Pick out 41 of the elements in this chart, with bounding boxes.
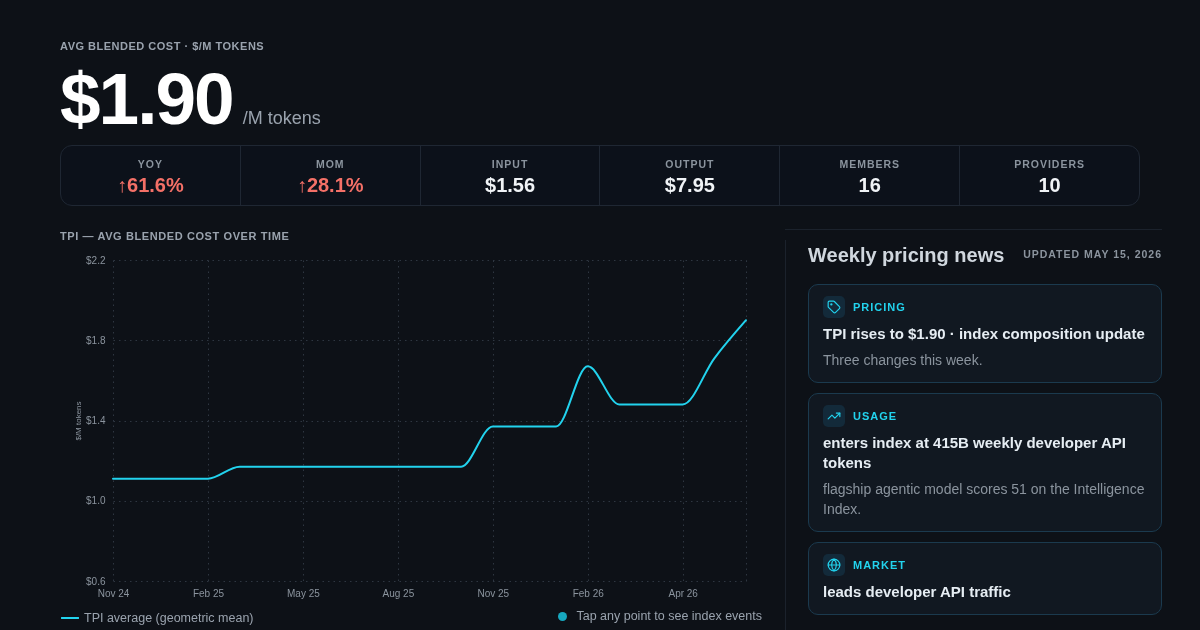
category-label: MOM: [314, 158, 346, 170]
category-label: OUTPUT: [664, 158, 716, 170]
text: enters index at 415B weekly developer API tokens: [823, 433, 1127, 473]
text: Weekly pricing news: [808, 243, 1005, 267]
text: flagship agentic model scores 51 on the Intelligence Index.: [823, 480, 1146, 519]
category-label: USAGE: [853, 410, 898, 422]
text: Tap any point to see index events: [576, 609, 762, 624]
x-tick-label: Aug 25: [382, 587, 415, 599]
x-tick-label: Apr 26: [668, 587, 699, 599]
y-axis-title: $/M tokens: [74, 401, 84, 441]
text: Three changes this week.: [823, 351, 984, 370]
text: $1.56: [485, 174, 536, 196]
category-label: PROVIDERS: [1013, 158, 1086, 170]
y-tick-label: $0.6: [86, 575, 106, 587]
x-tick-label: Nov 25: [477, 587, 510, 599]
x-tick-label: May 25: [287, 587, 321, 599]
x-tick-label: Nov 24: [97, 587, 130, 599]
y-tick-label: $1.0: [86, 495, 106, 507]
text: ↑28.1%: [296, 174, 364, 196]
text: 16: [858, 174, 881, 196]
text: UPDATED MAY 15, 2026: [1023, 248, 1162, 261]
category-label: MARKET: [853, 559, 907, 571]
y-tick-label: $2.2: [86, 254, 106, 266]
text: ↑61.6%: [117, 174, 184, 196]
text: leads developer API traffic: [823, 582, 1012, 602]
text: /M tokens: [242, 108, 321, 128]
category-label: PRICING: [853, 301, 906, 313]
text: $1.90: [60, 58, 233, 139]
text: AVG BLENDED COST · $/M TOKENS: [60, 39, 265, 53]
text: $7.95: [664, 174, 715, 196]
category-label: YOY: [136, 158, 164, 170]
legend-label: TPI average (geometric mean): [84, 611, 254, 625]
x-tick-label: Feb 26: [572, 587, 605, 599]
x-tick-label: Feb 25: [192, 587, 225, 599]
text: TPI rises to $1.90 · index composition update: [823, 324, 1146, 344]
y-tick-label: $1.8: [86, 334, 106, 346]
chart-title: TPI — AVG BLENDED COST OVER TIME: [60, 230, 290, 243]
y-tick-label: $1.4: [86, 415, 106, 426]
category-label: INPUT: [490, 158, 530, 170]
category-label: MEMBERS: [838, 158, 902, 170]
text: 10: [1038, 174, 1061, 196]
